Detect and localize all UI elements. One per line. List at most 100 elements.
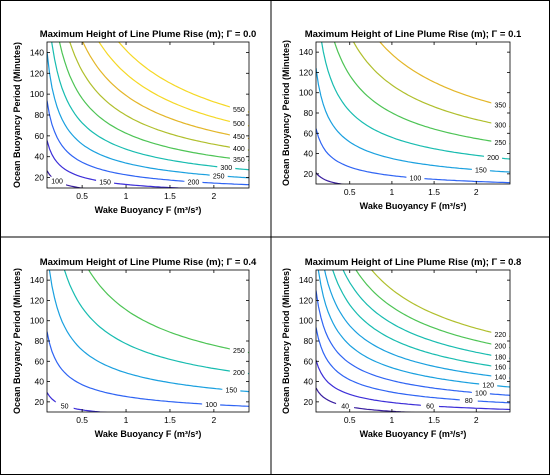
x-tick-label: 0.5 [344,187,356,197]
contour-label-60: 60 [426,403,434,410]
contour-label-200: 200 [494,343,506,350]
contour-line-350 [379,42,510,109]
contour-label-bg [229,144,248,154]
contour-line-250 [88,270,249,354]
x-tick-label: 0.5 [76,415,88,425]
contour-label-250: 250 [233,348,245,355]
contour-label-bg [491,352,510,362]
contour-label-180: 180 [494,354,506,361]
contour-label-300: 300 [220,165,232,172]
contour-label-bg [229,367,248,377]
contour-label-120: 120 [482,382,494,389]
contour-label-bg [491,362,510,372]
contour-line-120 [317,270,510,388]
contour-line-300 [51,42,249,171]
y-tick-label: 20 [35,397,45,407]
contour-label-bg [229,132,248,142]
contour-label-bg [491,120,510,130]
y-tick-label: 40 [35,152,45,162]
contour-label-250: 250 [494,140,506,147]
contour-line-500 [98,42,249,127]
x-tick-label: 1.5 [164,415,176,425]
contour-label-bg [202,399,221,409]
x-tick-label: 1 [390,187,395,197]
contour-label-40: 40 [341,403,349,410]
y-tick-label: 60 [35,131,45,141]
y-axis-label: Ocean Buoyancy Period (Minutes) [281,268,291,414]
contour-panel-4: Maximum Height of Line Plume Rise (m); Γ… [281,257,521,439]
contour-label-bg [229,119,248,129]
contour-line-140 [324,270,510,379]
contour-label-200: 200 [233,370,245,377]
contour-line-180 [342,270,510,359]
contour-label-bg [491,329,510,339]
contour-label-140: 140 [494,374,506,381]
x-axis-label: Wake Buoyancy F (m³/s²) [95,205,202,215]
contour-panel-3: Maximum Height of Line Plume Rise (m); Γ… [12,257,257,439]
contour-line-220 [370,270,510,338]
contour-label-bg [420,401,439,411]
contour-label-bg [217,163,236,173]
y-tick-label: 100 [299,316,313,326]
contour-line-400 [69,42,249,151]
contour-line-550 [118,42,249,113]
y-axis-label: Ocean Buoyancy Period (Minutes) [12,268,22,414]
x-tick-label: 1.5 [164,191,176,201]
y-tick-label: 80 [304,336,314,346]
contour-label-350: 350 [494,103,506,110]
contour-label-bg [491,341,510,351]
y-tick-label: 100 [299,88,313,98]
contour-label-80: 80 [465,398,473,405]
contour-label-bg [229,104,248,114]
contour-label-200: 200 [188,179,200,186]
contour-label-150: 150 [475,168,487,175]
x-tick-label: 2 [474,415,479,425]
contour-label-bg [491,137,510,147]
contour-line-200 [47,100,249,186]
contour-label-160: 160 [494,365,506,372]
contour-line-350 [58,42,249,162]
contour-label-bg [491,100,510,110]
contour-line-150 [47,140,194,188]
contour-line-250 [333,42,510,145]
x-axis-label: Wake Buoyancy F (m³/s²) [360,429,467,439]
contour-line-200 [355,270,510,349]
y-tick-label: 140 [299,275,313,285]
contour-panel-1: Maximum Height of Line Plume Rise (m); Γ… [12,29,256,215]
x-tick-label: 1 [124,415,129,425]
contour-label-100: 100 [51,179,63,186]
x-tick-label: 1 [124,191,129,201]
contour-label-bg [471,388,490,398]
x-axis-label: Wake Buoyancy F (m³/s²) [95,429,202,439]
contour-line-300 [352,42,510,128]
x-tick-label: 0.5 [344,415,356,425]
y-axis-label: Ocean Buoyancy Period (Minutes) [12,42,22,188]
contour-label-bg [484,152,503,162]
contour-label-100: 100 [475,391,487,398]
contour-line-450 [82,42,249,140]
contour-label-bg [48,176,67,186]
contour-label-200: 200 [487,155,499,162]
contour-line-160 [332,270,510,370]
contour-label-150: 150 [225,388,237,395]
y-tick-label: 60 [35,356,45,366]
contour-label-220: 220 [494,332,506,339]
contour-line-60 [316,359,510,411]
y-axis-label: Ocean Buoyancy Period (Minutes) [281,40,291,186]
y-tick-label: 140 [30,47,44,57]
contour-line-200 [321,42,510,160]
x-tick-label: 1 [390,415,395,425]
contour-label-50: 50 [61,403,69,410]
contour-label-bg [229,154,248,164]
x-tick-label: 2 [474,187,479,197]
x-tick-label: 1.5 [428,187,440,197]
y-tick-label: 60 [304,128,314,138]
y-tick-label: 40 [304,377,314,387]
contour-label-bg [209,171,228,181]
y-tick-label: 20 [304,169,314,179]
y-tick-label: 80 [35,110,45,120]
y-tick-label: 140 [299,47,313,57]
y-tick-label: 80 [304,108,314,118]
y-tick-label: 60 [304,356,314,366]
